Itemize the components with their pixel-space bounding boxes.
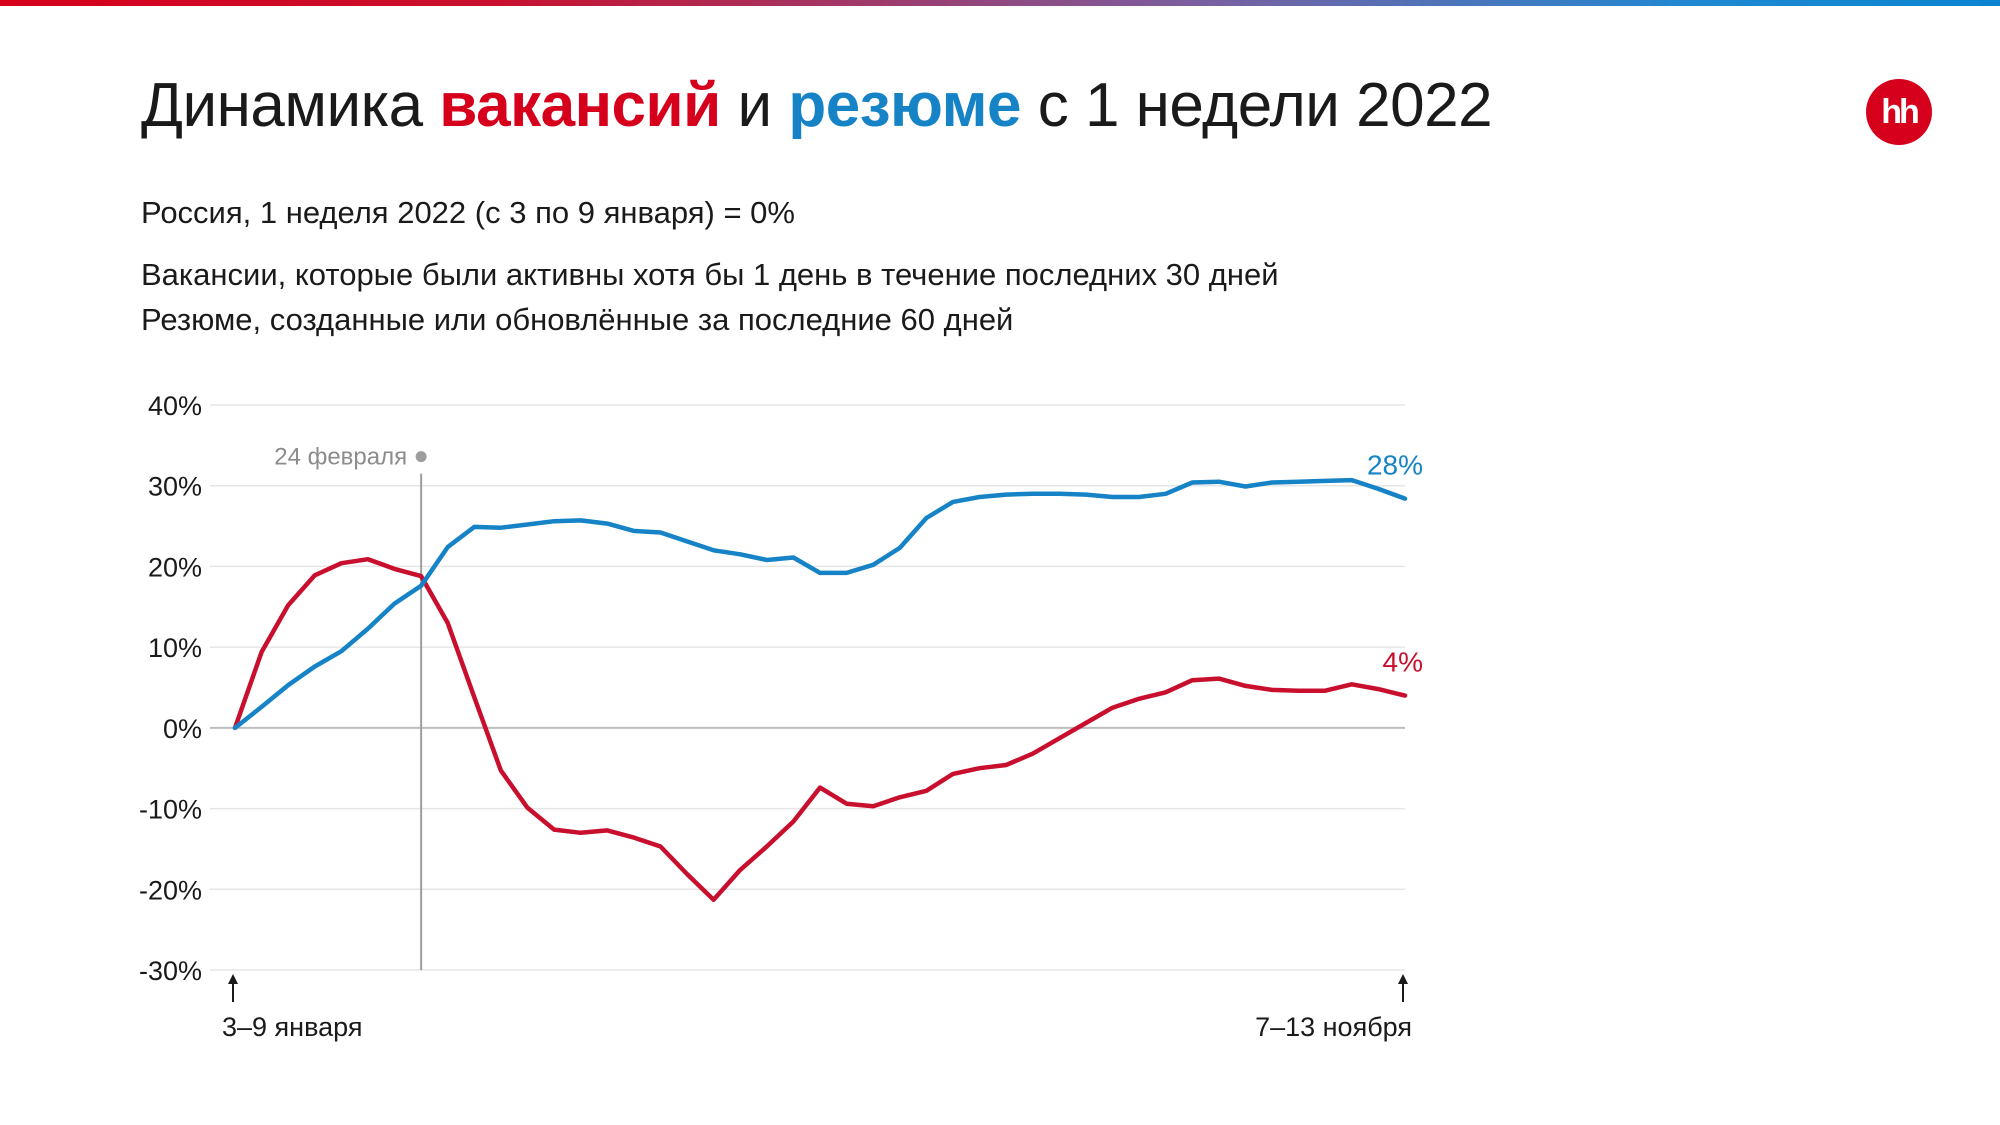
top-gradient-bar [0, 0, 2000, 6]
y-tick-label: 30% [148, 472, 202, 502]
y-tick-label: 20% [148, 552, 202, 582]
x-end-label: 7–13 ноября [1255, 1012, 1412, 1042]
subtitle-vacancies-definition: Вакансии, которые были активны хотя бы 1… [141, 257, 1279, 292]
y-tick-label: -30% [139, 956, 202, 986]
x-start-label: 3–9 января [222, 1012, 362, 1042]
title-part3: с 1 недели 2022 [1021, 71, 1493, 140]
series-line-vacancies [232, 556, 1408, 903]
end-label-resumes: 28% [1367, 450, 1423, 481]
title-resumes: резюме [788, 71, 1021, 140]
title-vacancies: вакансий [439, 71, 721, 140]
end-label-vacancies: 4% [1383, 647, 1423, 678]
end-arrow-head [1398, 974, 1408, 984]
y-tick-label: 0% [163, 714, 202, 744]
annotation-label: 24 февраля [274, 444, 407, 471]
subtitle-baseline: Россия, 1 неделя 2022 (с 3 по 9 января) … [141, 195, 795, 230]
start-arrow-head [228, 974, 238, 984]
hh-logo: hh [1866, 79, 1932, 145]
series-line-resumes [232, 477, 1408, 731]
title-part2: и [720, 71, 789, 140]
y-tick-label: -20% [139, 875, 202, 905]
y-tick-label: 10% [148, 633, 202, 663]
page-title: Динамика вакансий и резюме с 1 недели 20… [141, 70, 1493, 141]
y-tick-label: 40% [148, 391, 202, 421]
title-part1: Динамика [141, 71, 440, 140]
subtitle-resumes-definition: Резюме, созданные или обновлённые за пос… [141, 302, 1014, 337]
annotation-dot [415, 451, 427, 463]
y-tick-label: -10% [139, 795, 202, 825]
